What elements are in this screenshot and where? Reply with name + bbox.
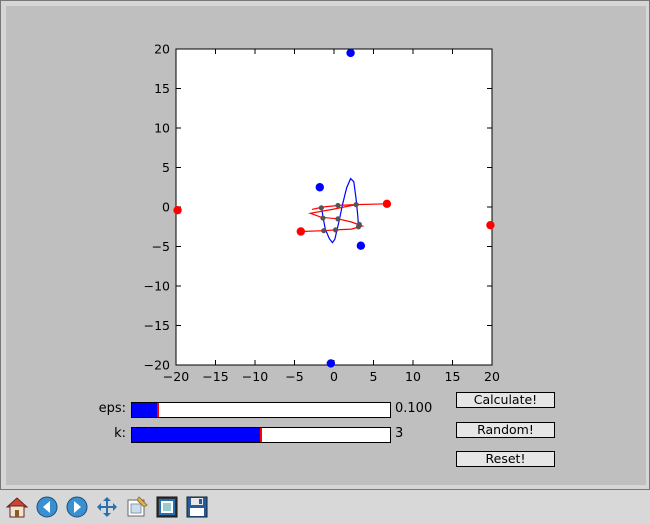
reset-button[interactable]: Reset!: [456, 451, 555, 467]
back-arrow-icon: [36, 496, 58, 518]
y-tick-label: −10: [144, 279, 170, 294]
plot-area: [175, 48, 493, 366]
back-button[interactable]: [33, 493, 61, 521]
data-point: [382, 199, 392, 209]
pan-move-icon: [97, 497, 117, 517]
y-tick-label: 5: [162, 160, 170, 175]
x-tick-label: 15: [445, 369, 461, 384]
data-point: [318, 205, 324, 211]
k-slider[interactable]: [131, 427, 391, 443]
data-point: [353, 202, 359, 208]
data-point: [356, 241, 366, 250]
k-slider-fill: [132, 428, 261, 442]
zoom-rect-icon: [156, 496, 178, 518]
data-point: [335, 202, 341, 209]
x-tick-label: −5: [285, 369, 303, 384]
calculate-button[interactable]: Calculate!: [456, 392, 555, 408]
y-tick-label: 10: [154, 121, 170, 136]
x-tick-label: −15: [202, 369, 228, 384]
k-slider-value: 3: [395, 426, 404, 441]
k-slider-handle[interactable]: [260, 428, 262, 442]
eps-slider-value: 0.100: [395, 401, 433, 416]
eps-slider-label: eps:: [98, 401, 126, 416]
curve-line: [300, 203, 387, 233]
data-points: [173, 48, 495, 368]
x-tick-label: 20: [484, 369, 500, 384]
axis-ticks: −20 −15 −10 −5 0 5 10 15 20 20 15 10 5 0 −5 −10 −15 −20: [144, 42, 500, 385]
x-tick-label: −20: [163, 369, 189, 384]
plot-figure: −20 −15 −10 −5 0 5 10 15 20 20 15 10 5 0 −5 −10 −15 −20: [144, 42, 500, 385]
zoom-rect-button[interactable]: [153, 493, 181, 521]
save-button[interactable]: [183, 493, 211, 521]
figure-window: −20 −15 −10 −5 0 5 10 15 20 20 15 10 5 0 −5 −10 −15 −20 e…: [0, 0, 650, 490]
data-point: [326, 359, 336, 368]
x-tick-label: 10: [405, 369, 421, 384]
home-button[interactable]: [3, 493, 31, 521]
y-tick-label: 0: [162, 200, 170, 215]
data-point: [320, 215, 326, 221]
random-button[interactable]: Random!: [456, 422, 555, 438]
figure-canvas: −20 −15 −10 −5 0 5 10 15 20 20 15 10 5 0 −5 −10 −15 −20 e…: [6, 6, 646, 485]
data-point: [332, 227, 339, 233]
forward-button[interactable]: [63, 493, 91, 521]
pan-button[interactable]: [93, 493, 121, 521]
data-point: [315, 183, 324, 192]
eps-slider[interactable]: [131, 402, 391, 418]
data-point: [355, 224, 362, 230]
y-tick-label: −20: [144, 358, 170, 373]
data-point: [321, 228, 327, 234]
data-point: [335, 216, 341, 222]
navigation-toolbar: [0, 490, 650, 524]
y-tick-label: −15: [144, 318, 170, 333]
eps-slider-fill: [132, 403, 158, 417]
y-tick-label: 15: [154, 81, 170, 96]
k-slider-label: k:: [114, 426, 126, 441]
x-tick-label: −10: [242, 369, 268, 384]
home-icon: [5, 497, 29, 518]
data-point: [173, 205, 182, 215]
data-point: [296, 227, 306, 236]
configure-subplots-icon: [127, 496, 148, 517]
data-point: [486, 220, 495, 230]
x-tick-label: 0: [330, 369, 338, 384]
y-tick-label: −5: [152, 239, 170, 254]
y-tick-label: 20: [154, 42, 170, 57]
eps-slider-handle[interactable]: [157, 403, 159, 417]
data-point: [346, 48, 355, 58]
configure-subplots-button[interactable]: [123, 493, 151, 521]
forward-arrow-icon: [66, 496, 88, 518]
x-tick-label: 5: [370, 369, 378, 384]
save-floppy-icon: [186, 496, 208, 518]
